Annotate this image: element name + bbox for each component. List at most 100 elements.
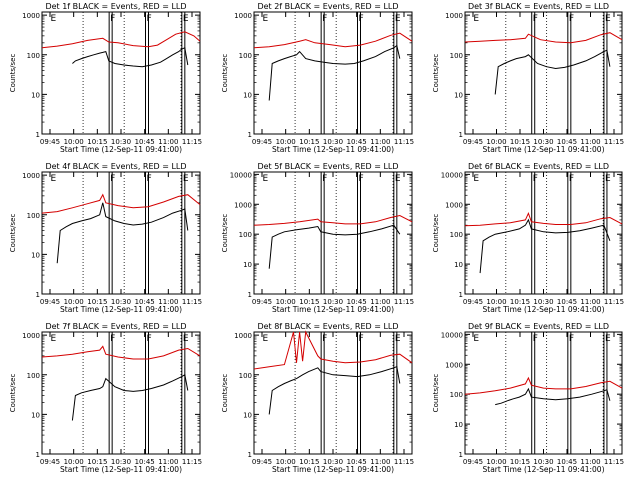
y-tick-label: 1000	[445, 201, 463, 209]
flag-label: F	[146, 334, 151, 344]
x-tick-label: 10:15	[510, 298, 530, 306]
x-tick-label: 10:30	[323, 298, 343, 306]
x-axis-label: Start Time (12-Sep-11 09:41:00)	[483, 305, 605, 314]
x-tick-label: 11:15	[604, 138, 624, 146]
plot-frame	[253, 331, 413, 455]
y-tick-label: 1000	[234, 12, 252, 20]
x-tick-label: 11:15	[394, 458, 414, 466]
panel-title: Det 4f BLACK = Events, RED = LLD	[45, 162, 186, 171]
x-tick-label: 11:15	[604, 298, 624, 306]
x-tick-label: 10:15	[510, 138, 530, 146]
plot-frame	[464, 11, 623, 135]
x-tick-label: 10:45	[347, 298, 367, 306]
y-tick-label: 100	[27, 52, 40, 60]
flag-label: F	[533, 334, 538, 344]
series-line-events	[268, 224, 401, 269]
x-tick-label: 10:00	[64, 138, 84, 146]
y-tick-label: 10000	[441, 331, 463, 339]
x-tick-label: 11:15	[182, 298, 202, 306]
x-tick-label: 09:45	[40, 298, 60, 306]
x-tick-label: 11:00	[370, 298, 390, 306]
x-tick-label: 11:00	[370, 138, 390, 146]
x-tick-label: 10:30	[323, 458, 343, 466]
panel-5: Det 5f BLACK = Events, RED = LLD 1 10 100 10…	[221, 162, 414, 314]
flag-label: E	[605, 14, 611, 24]
x-axis-label: Start Time (12-Sep-11 09:41:00)	[272, 145, 394, 154]
y-tick-label: 1	[459, 451, 463, 459]
flag-label: E	[50, 14, 56, 24]
x-tick-label: 11:00	[580, 458, 600, 466]
y-tick-label: 10000	[230, 171, 252, 179]
flag-label: E	[605, 174, 611, 184]
x-axis-label: Start Time (12-Sep-11 09:41:00)	[483, 145, 605, 154]
x-tick-label: 09:45	[463, 298, 483, 306]
x-tick-label: 10:15	[87, 138, 107, 146]
x-tick-label: 09:45	[40, 138, 60, 146]
flag-label: E	[395, 334, 401, 344]
flag-label: F	[358, 334, 363, 344]
series-line-events	[495, 387, 611, 406]
x-tick-label: 10:00	[486, 138, 506, 146]
y-tick-label: 1	[36, 131, 40, 139]
y-tick-label: 1	[248, 131, 252, 139]
flag-label: F	[533, 174, 538, 184]
panel-7: Det 7f BLACK = Events, RED = LLD 1 10 100 10…	[9, 322, 202, 474]
series-line-lld	[253, 32, 413, 49]
x-tick-label: 11:00	[370, 458, 390, 466]
x-tick-label: 10:00	[486, 298, 506, 306]
x-tick-label: 10:00	[276, 298, 296, 306]
x-axis-label: Start Time (12-Sep-11 09:41:00)	[60, 305, 182, 314]
x-tick-label: 11:00	[158, 298, 178, 306]
plot-frame	[41, 11, 201, 135]
x-tick-label: 11:00	[158, 138, 178, 146]
y-tick-label: 1000	[234, 201, 252, 209]
flag-label: E	[395, 174, 401, 184]
panel-title: Det 1f BLACK = Events, RED = LLD	[45, 2, 186, 11]
x-tick-label: 10:45	[135, 458, 155, 466]
flag-label: E	[473, 174, 479, 184]
y-axis-label: Counts/sec	[221, 54, 229, 93]
series-line-lld	[41, 345, 201, 360]
flag-label: F	[110, 334, 115, 344]
y-tick-label: 1	[459, 131, 463, 139]
flag-label: E	[50, 174, 56, 184]
x-tick-label: 11:15	[604, 458, 624, 466]
panel-title: Det 5f BLACK = Events, RED = LLD	[257, 162, 398, 171]
series-line-events	[268, 366, 401, 415]
y-axis-label: Counts/sec	[221, 374, 229, 413]
x-tick-label: 11:15	[394, 138, 414, 146]
x-tick-label: 10:45	[347, 138, 367, 146]
x-tick-label: 11:15	[394, 298, 414, 306]
x-tick-label: 10:00	[64, 458, 84, 466]
y-tick-label: 100	[239, 52, 252, 60]
y-tick-label: 1000	[234, 332, 252, 340]
series-line-events	[72, 47, 189, 68]
y-tick-label: 100	[27, 212, 40, 220]
x-tick-label: 10:45	[135, 298, 155, 306]
x-tick-label: 10:15	[87, 458, 107, 466]
x-tick-label: 10:00	[486, 458, 506, 466]
x-tick-label: 10:30	[111, 458, 131, 466]
x-tick-label: 09:45	[463, 458, 483, 466]
panel-title: Det 7f BLACK = Events, RED = LLD	[45, 322, 186, 331]
series-line-events	[268, 44, 401, 101]
panel-title: Det 2f BLACK = Events, RED = LLD	[257, 2, 398, 11]
panel-9: Det 9f BLACK = Events, RED = LLD 1 10 100 10…	[432, 322, 624, 474]
plot-frame	[41, 171, 201, 295]
y-tick-label: 10	[31, 251, 40, 259]
x-axis-label: Start Time (12-Sep-11 09:41:00)	[272, 465, 394, 474]
x-tick-label: 10:30	[533, 138, 553, 146]
x-tick-label: 09:45	[252, 298, 272, 306]
y-tick-label: 100	[239, 372, 252, 380]
plot-frame	[253, 11, 413, 135]
y-axis-label: Counts/sec	[9, 214, 17, 253]
flag-label: E	[183, 174, 189, 184]
x-tick-label: 10:30	[533, 298, 553, 306]
plot-frame	[464, 171, 623, 295]
y-tick-label: 10	[243, 261, 252, 269]
series-line-lld	[464, 211, 623, 227]
panel-title: Det 9f BLACK = Events, RED = LLD	[468, 322, 609, 331]
y-axis-label: Counts/sec	[432, 214, 440, 253]
x-tick-label: 10:45	[557, 138, 577, 146]
y-tick-label: 1000	[22, 172, 40, 180]
